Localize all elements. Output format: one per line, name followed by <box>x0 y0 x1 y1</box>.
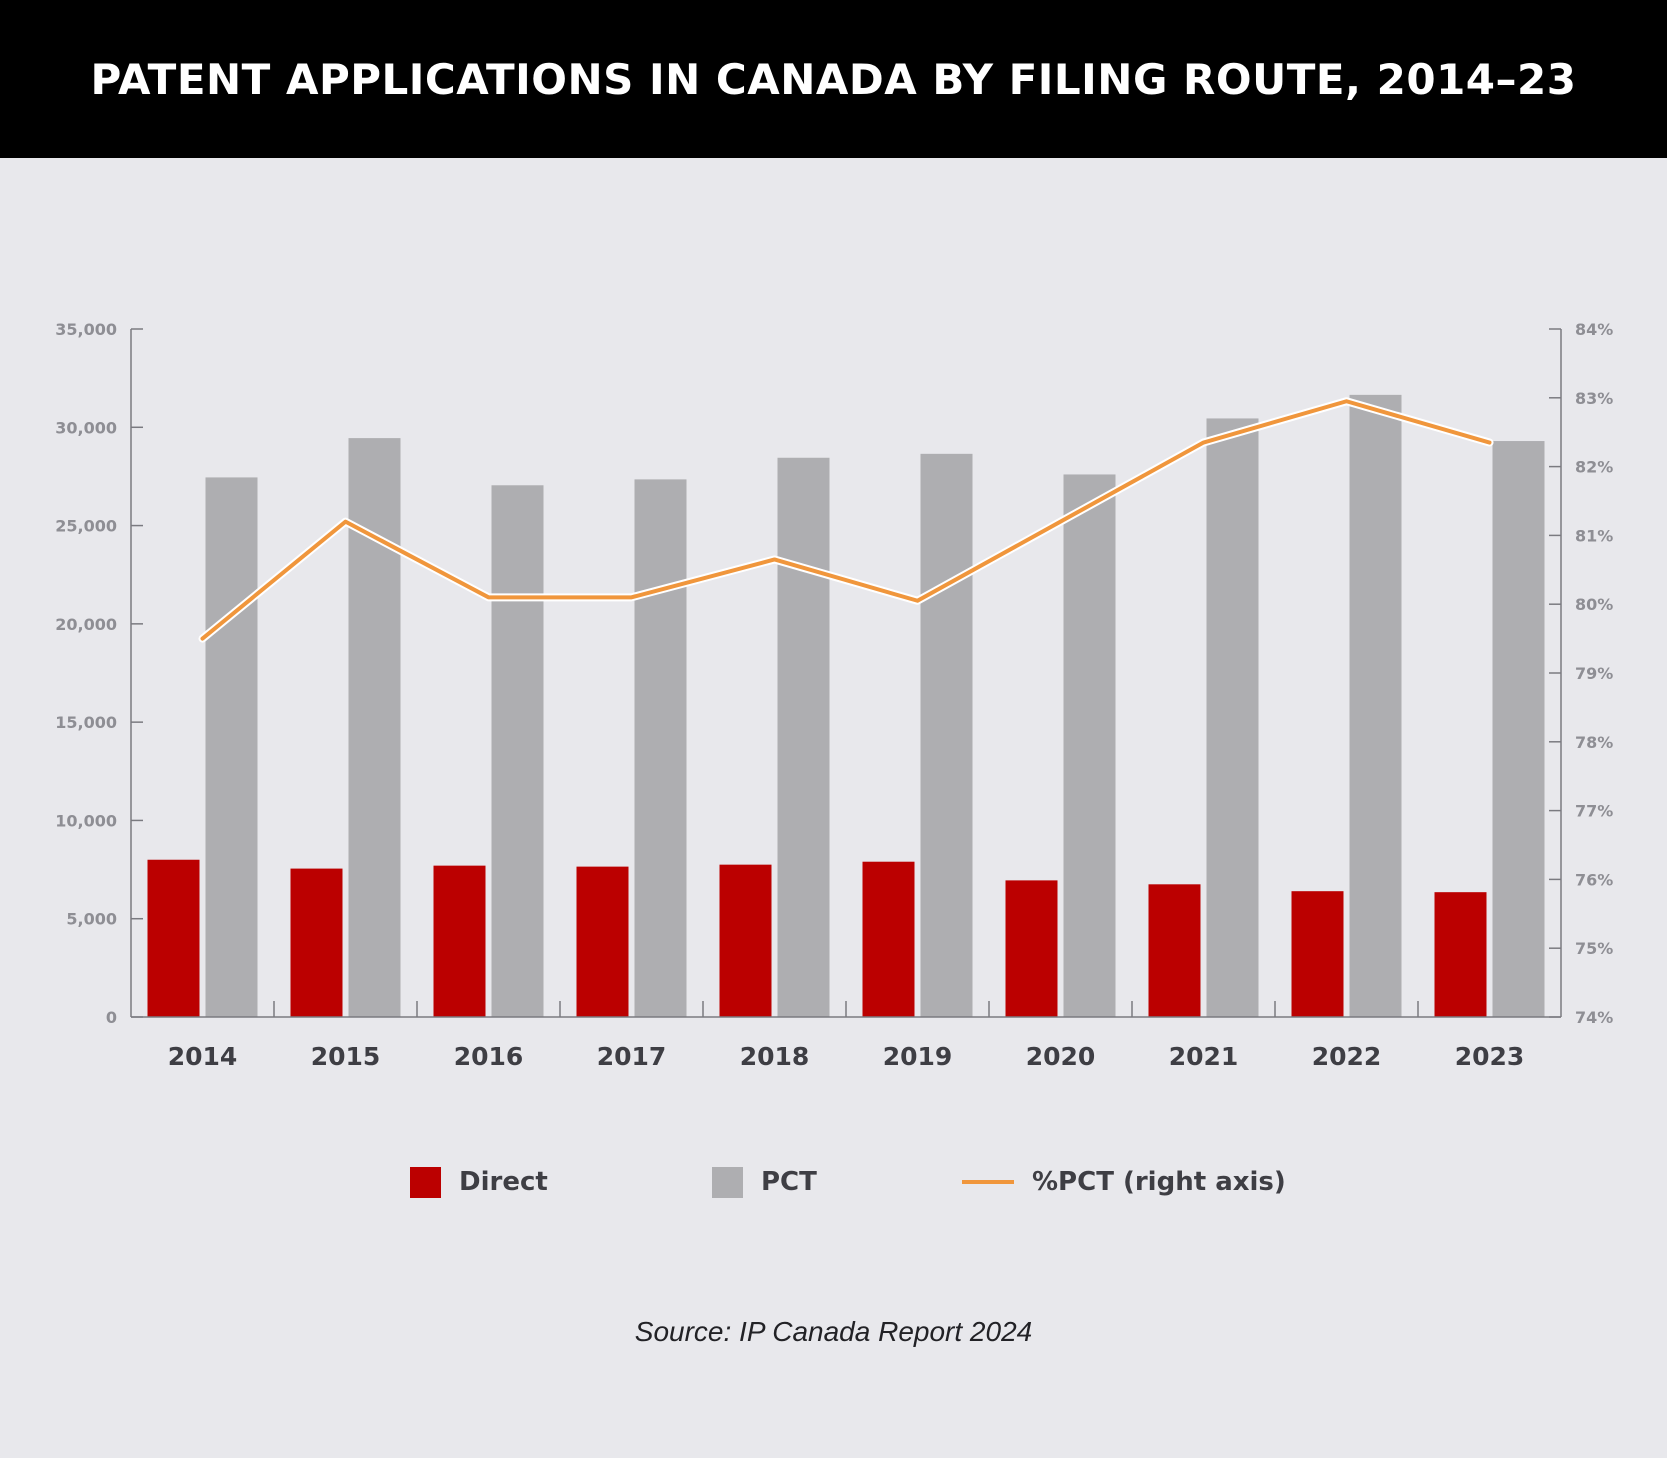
bar-pct-2022 <box>1349 394 1402 1017</box>
x-tick-label: 2017 <box>597 1042 667 1071</box>
right-tick-label: 78% <box>1575 733 1613 752</box>
left-tick-label: 30,000 <box>55 418 117 437</box>
chart-header: PATENT APPLICATIONS IN CANADA BY FILING … <box>0 0 1667 158</box>
right-tick-label: 79% <box>1575 664 1613 683</box>
x-tick-label: 2016 <box>454 1042 524 1071</box>
x-tick-label: 2020 <box>1026 1042 1096 1071</box>
left-tick-label: 15,000 <box>55 713 117 732</box>
bar-pct-2018 <box>777 457 830 1017</box>
bar-direct-2021 <box>1148 884 1201 1017</box>
legend-swatch-pct <box>712 1166 743 1198</box>
bar-direct-2019 <box>862 861 915 1017</box>
bar-pct-2014 <box>205 477 258 1017</box>
legend-label-pct: PCT <box>761 1167 817 1197</box>
right-tick-label: 81% <box>1575 526 1613 545</box>
source-note: Source: IP Canada Report 2024 <box>634 1316 1033 1347</box>
legend-item-pct: PCT <box>712 1160 817 1204</box>
left-tick-label: 0 <box>106 1008 117 1027</box>
x-tick-label: 2019 <box>883 1042 953 1071</box>
bar-direct-2023 <box>1434 892 1487 1017</box>
left-tick-label: 20,000 <box>55 615 117 634</box>
bar-pct-2019 <box>920 453 973 1017</box>
bar-direct-2017 <box>576 866 629 1017</box>
legend-line-pct-share <box>962 1180 1014 1184</box>
bar-direct-2020 <box>1005 880 1058 1017</box>
bar-pct-2020 <box>1063 474 1116 1017</box>
legend-label-pct-share: %PCT (right axis) <box>1032 1167 1286 1197</box>
left-tick-label: 25,000 <box>55 517 117 536</box>
bar-direct-2015 <box>290 868 343 1017</box>
right-tick-label: 74% <box>1575 1008 1613 1027</box>
right-tick-label: 75% <box>1575 939 1613 958</box>
line-pct-share <box>200 399 1492 641</box>
left-tick-label: 10,000 <box>55 811 117 830</box>
x-tick-label: 2021 <box>1169 1042 1239 1071</box>
bar-direct-2018 <box>719 864 772 1017</box>
legend-item-pct-share: %PCT (right axis) <box>962 1160 1286 1204</box>
chart-title: PATENT APPLICATIONS IN CANADA BY FILING … <box>90 54 1577 104</box>
right-tick-label: 83% <box>1575 389 1613 408</box>
bar-pct-2021 <box>1206 418 1259 1017</box>
bar-pct-2017 <box>634 479 687 1017</box>
legend-swatch-direct <box>410 1166 441 1198</box>
legend-item-direct: Direct <box>410 1160 548 1204</box>
bar-direct-2014 <box>147 859 200 1017</box>
x-tick-label: 2014 <box>168 1042 238 1071</box>
legend-label-direct: Direct <box>459 1167 548 1197</box>
bar-pct-2016 <box>491 485 544 1017</box>
chart-legend: Direct PCT %PCT (right axis) <box>0 1160 1667 1204</box>
bar-direct-2022 <box>1291 891 1344 1017</box>
bar-pct-2023 <box>1492 441 1545 1017</box>
left-tick-label: 5,000 <box>66 910 117 929</box>
x-tick-label: 2018 <box>740 1042 810 1071</box>
right-tick-label: 77% <box>1575 802 1613 821</box>
right-tick-label: 76% <box>1575 870 1613 889</box>
right-tick-label: 80% <box>1575 595 1613 614</box>
x-tick-label: 2023 <box>1455 1042 1525 1071</box>
right-tick-label: 82% <box>1575 458 1613 477</box>
x-tick-label: 2022 <box>1312 1042 1382 1071</box>
bar-direct-2016 <box>433 865 486 1017</box>
x-tick-label: 2015 <box>311 1042 381 1071</box>
right-tick-label: 84% <box>1575 320 1613 339</box>
left-tick-label: 35,000 <box>55 320 117 339</box>
